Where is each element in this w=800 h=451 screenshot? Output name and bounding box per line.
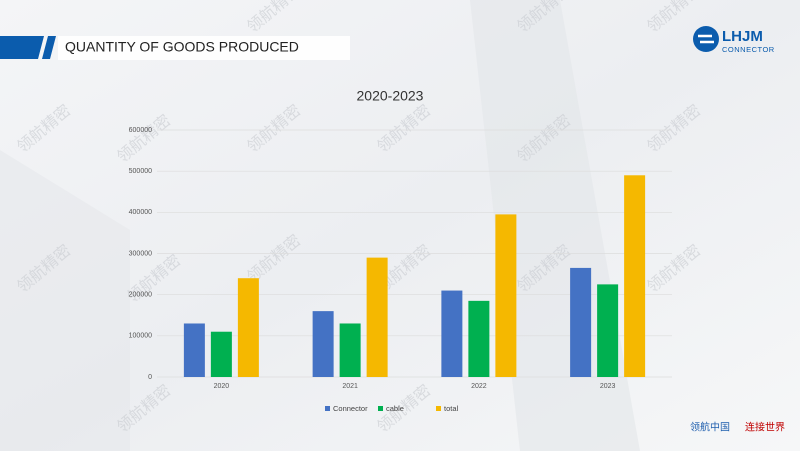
bar [237, 278, 259, 377]
legend-swatch [325, 406, 330, 411]
bar [366, 257, 388, 377]
y-tick-label: 300000 [129, 250, 152, 257]
bar [339, 323, 361, 377]
bg-building [0, 150, 130, 451]
legend-swatch [378, 406, 383, 411]
bar [570, 267, 592, 377]
footer-left: 领航中国 [690, 421, 730, 434]
bar [468, 300, 490, 377]
y-tick-label: 0 [148, 374, 152, 381]
legend-swatch [436, 406, 441, 411]
y-tick-label: 600000 [129, 127, 152, 134]
logo-subtitle: CONNECTOR [722, 45, 775, 54]
chart-title: 2020-2023 [357, 88, 424, 104]
x-tick-label: 2021 [342, 383, 358, 390]
bar [495, 214, 517, 377]
x-tick-label: 2022 [471, 383, 487, 390]
header-stripe [42, 36, 56, 59]
logo-glyph [698, 34, 714, 44]
x-tick-label: 2020 [214, 383, 230, 390]
logo-icon [693, 26, 719, 52]
y-tick-label: 500000 [129, 168, 152, 175]
header-box [58, 36, 350, 60]
y-tick-label: 100000 [129, 333, 152, 340]
legend-label: total [444, 404, 459, 413]
bar [624, 175, 646, 377]
bar [183, 323, 205, 377]
bar [312, 311, 334, 377]
y-tick-label: 200000 [129, 292, 152, 299]
legend-label: Connector [333, 404, 368, 413]
header-bar [0, 36, 44, 59]
x-tick-label: 2023 [600, 383, 616, 390]
logo-name: LHJM [722, 28, 763, 45]
header-title: QUANTITY OF GOODS PRODUCED [65, 39, 299, 55]
legend-label: cable [386, 404, 404, 413]
bar [210, 331, 232, 377]
footer-right: 连接世界 [745, 421, 785, 434]
bar [597, 284, 619, 377]
chart: 0 100000 200000 300000 400000 500000 600000 202… [129, 127, 672, 413]
y-tick-label: 400000 [129, 209, 152, 216]
bar [441, 290, 463, 377]
